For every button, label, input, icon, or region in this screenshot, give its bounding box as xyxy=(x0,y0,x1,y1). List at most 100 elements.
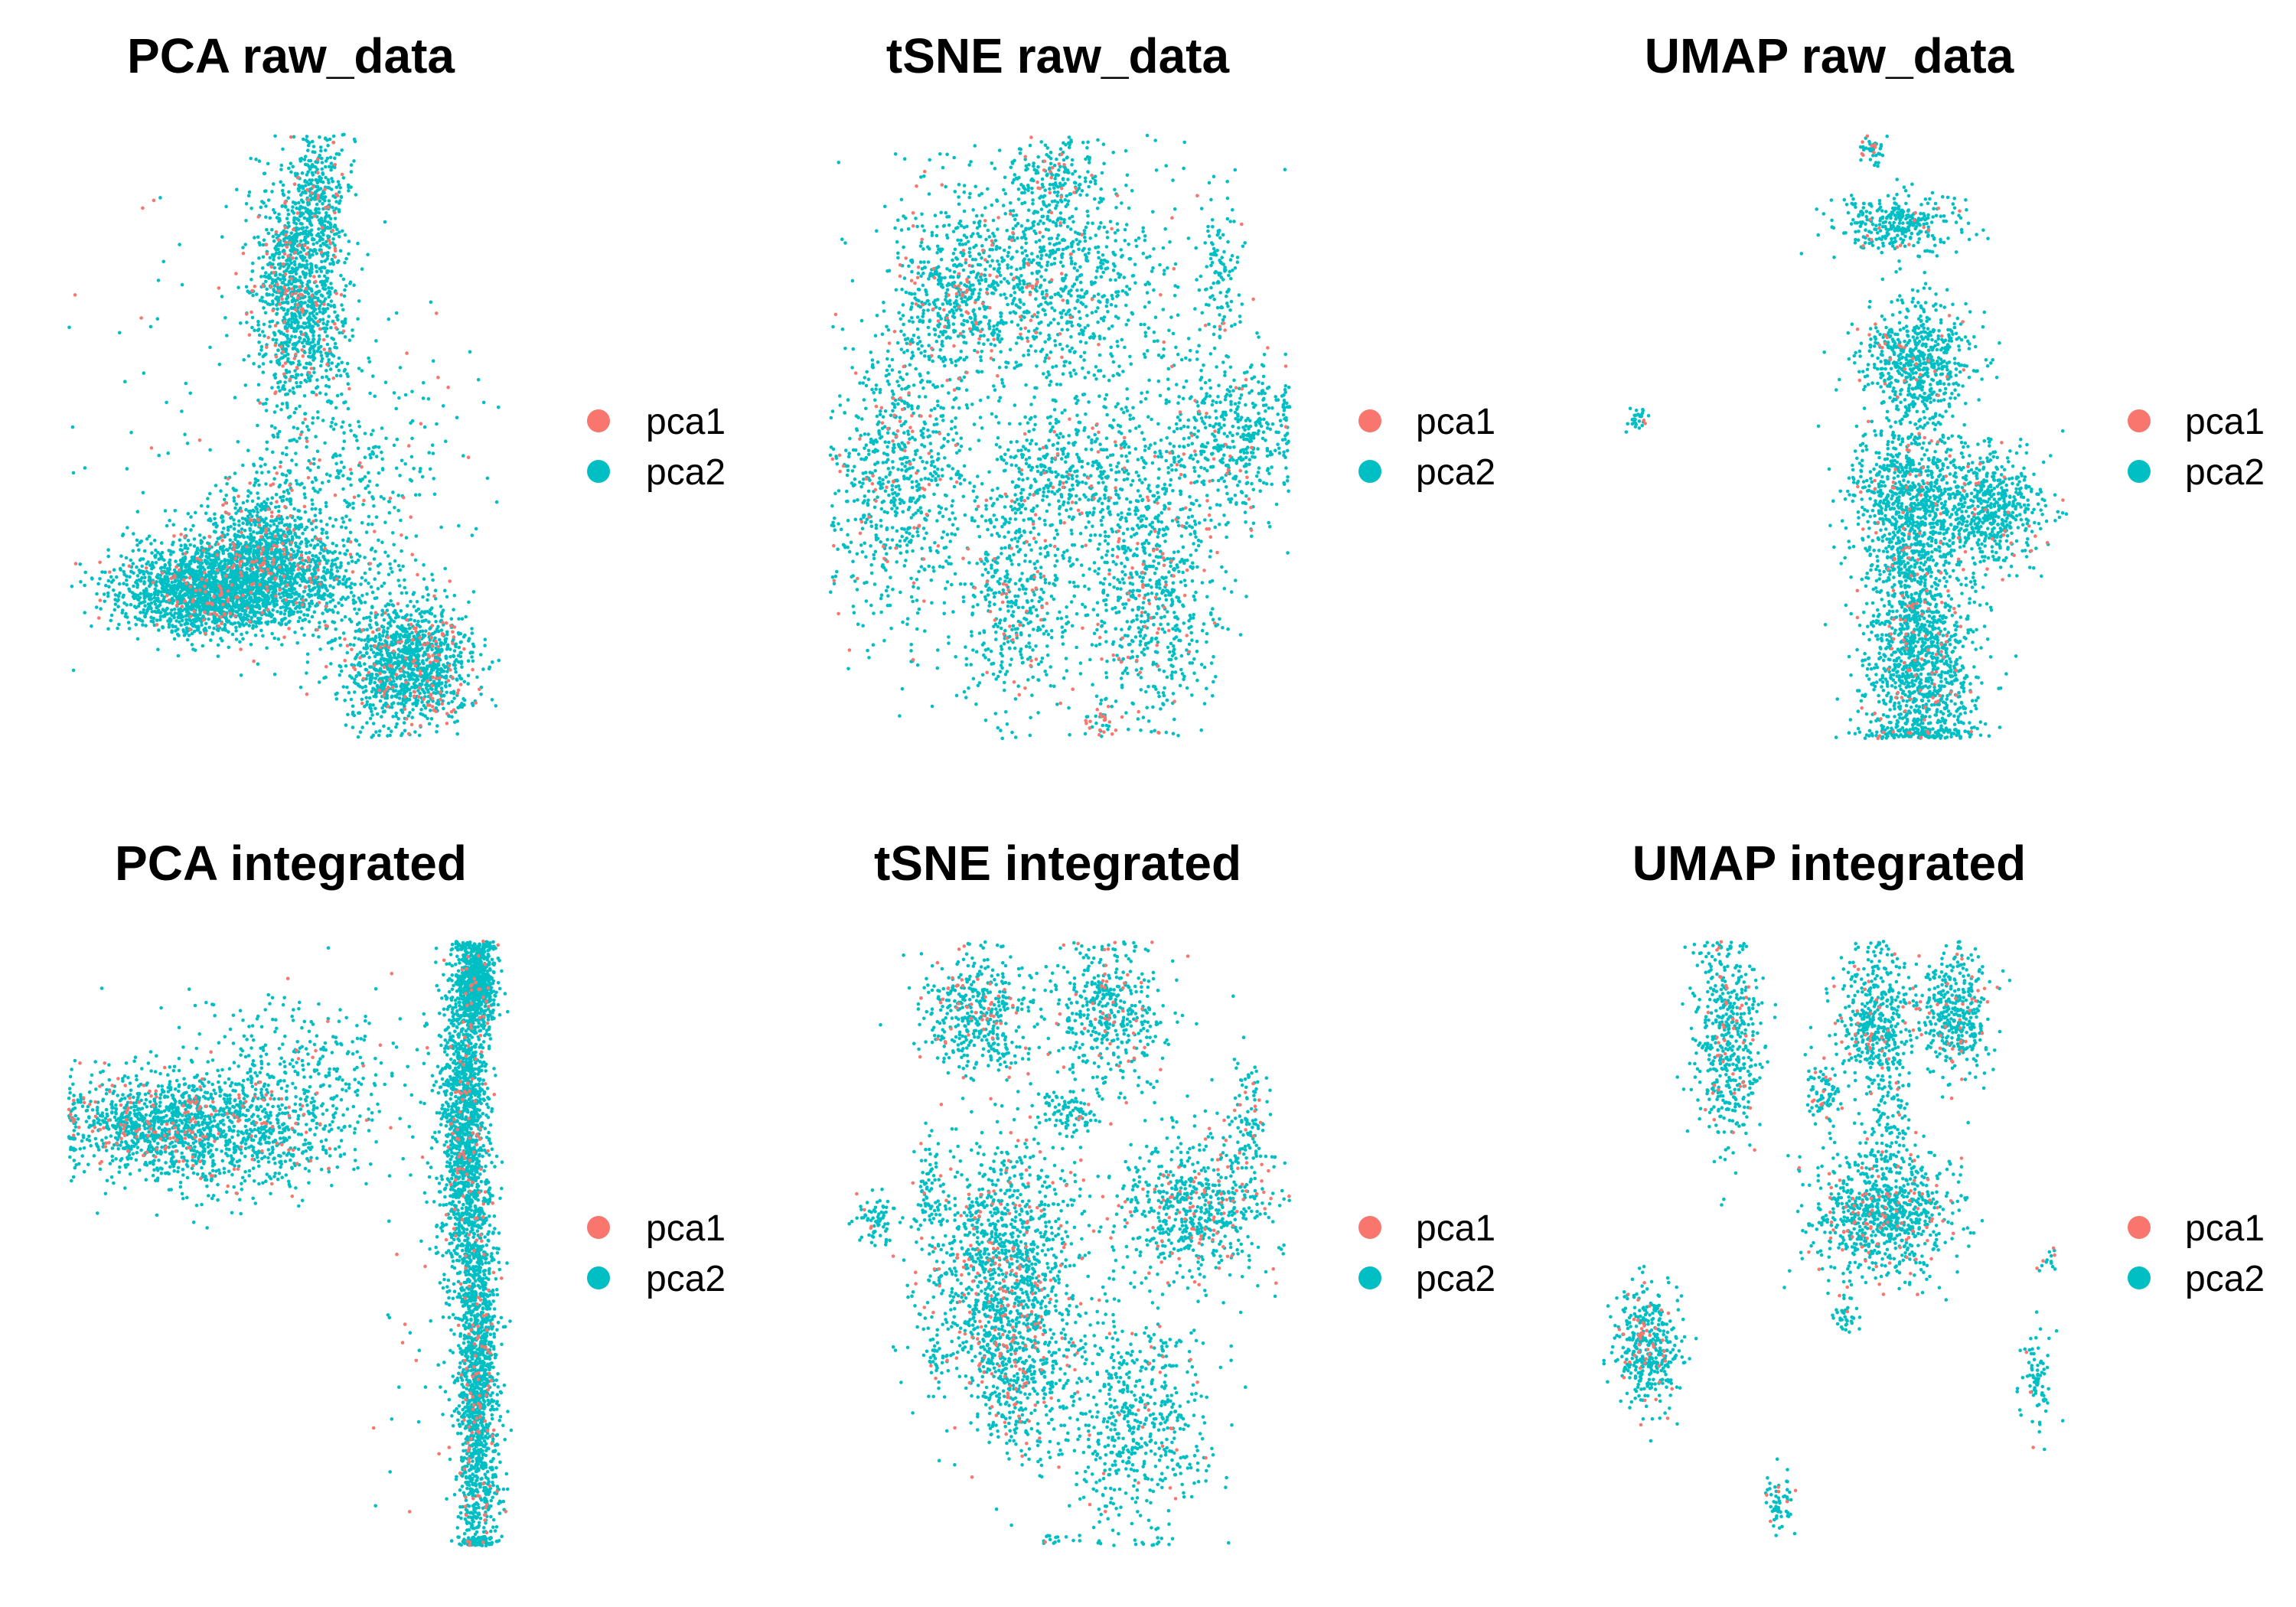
data-point-pca2 xyxy=(132,571,135,575)
data-point-pca2 xyxy=(255,292,259,296)
data-point-pca2 xyxy=(149,542,153,546)
data-point-pca2 xyxy=(273,134,277,139)
data-point-pca2 xyxy=(349,185,353,189)
data-point-pca2 xyxy=(479,693,483,696)
data-point-pca2 xyxy=(283,523,287,527)
data-point-pca2 xyxy=(378,729,382,733)
data-point-pca2 xyxy=(165,607,169,611)
data-point-pca2 xyxy=(310,614,315,619)
data-point-pca2 xyxy=(155,610,159,614)
data-point-pca2 xyxy=(279,460,283,464)
data-point-pca2 xyxy=(209,638,213,642)
data-point-pca2 xyxy=(254,592,259,595)
data-point-pca2 xyxy=(264,352,268,357)
data-point-pca2 xyxy=(298,239,303,243)
data-point-pca2 xyxy=(148,604,152,608)
data-point-pca2 xyxy=(443,683,448,688)
data-point-pca2 xyxy=(315,284,319,288)
data-point-pca2 xyxy=(183,622,187,626)
data-point-pca2 xyxy=(274,492,279,497)
data-point-pca2 xyxy=(304,184,308,187)
data-point-pca2 xyxy=(311,358,315,362)
data-point-pca2 xyxy=(284,347,289,351)
data-point-pca2 xyxy=(289,170,293,174)
data-point-pca2 xyxy=(405,651,409,656)
data-point-pca2 xyxy=(149,601,154,605)
data-point-pca2 xyxy=(273,505,278,510)
data-point-pca2 xyxy=(360,575,364,580)
data-point-pca2 xyxy=(258,541,263,545)
data-point-pca2 xyxy=(238,612,243,617)
data-point-pca2 xyxy=(109,618,113,623)
data-point-pca2 xyxy=(183,592,188,596)
data-point-pca2 xyxy=(288,270,292,275)
data-point-pca2 xyxy=(289,608,293,613)
data-point-pca2 xyxy=(302,492,307,496)
data-point-pca2 xyxy=(158,577,162,581)
data-point-pca2 xyxy=(156,605,161,608)
data-point-pca2 xyxy=(115,575,119,579)
data-point-pca2 xyxy=(299,288,303,292)
data-point-pca2 xyxy=(272,210,277,215)
data-point-pca2 xyxy=(318,178,322,183)
data-point-pca2 xyxy=(331,262,336,266)
data-point-pca2 xyxy=(245,562,249,566)
data-point-pca2 xyxy=(247,190,252,194)
data-point-pca2 xyxy=(304,366,308,370)
data-point-pca2 xyxy=(230,632,235,637)
data-point-pca2 xyxy=(349,591,354,595)
data-point-pca2 xyxy=(440,648,444,652)
data-point-pca2 xyxy=(139,539,143,543)
data-point-pca2 xyxy=(263,500,266,504)
data-point-pca2 xyxy=(276,524,279,529)
data-point-pca2 xyxy=(428,627,432,631)
data-point-pca2 xyxy=(180,558,184,562)
data-point-pca2 xyxy=(410,715,414,719)
data-point-pca2 xyxy=(383,639,387,643)
data-point-pca2 xyxy=(351,704,355,709)
data-point-pca2 xyxy=(280,243,285,248)
data-point-pca2 xyxy=(338,199,342,203)
data-point-pca2 xyxy=(176,627,180,631)
data-point-pca2 xyxy=(282,332,286,337)
data-point-pca2 xyxy=(333,562,338,566)
data-point-pca2 xyxy=(325,270,329,275)
data-point-pca2 xyxy=(252,605,256,608)
data-point-pca2 xyxy=(455,678,459,682)
data-point-pca2 xyxy=(266,536,269,539)
data-point-pca2 xyxy=(279,595,283,600)
data-point-pca2 xyxy=(347,189,351,193)
data-point-pca2 xyxy=(308,543,313,547)
data-point-pca2 xyxy=(210,567,214,572)
data-point-pca2 xyxy=(399,691,403,696)
data-point-pca2 xyxy=(390,603,394,607)
data-point-pca2 xyxy=(255,513,259,518)
data-point-pca2 xyxy=(312,569,317,573)
data-point-pca2 xyxy=(252,530,256,534)
data-point-pca2 xyxy=(314,435,318,438)
data-point-pca2 xyxy=(452,654,456,659)
data-point-pca2 xyxy=(374,730,378,734)
data-point-pca2 xyxy=(310,178,315,182)
data-point-pca2 xyxy=(216,599,220,604)
data-point-pca2 xyxy=(217,618,222,622)
data-point-pca2 xyxy=(79,580,83,584)
data-point-pca2 xyxy=(310,507,315,511)
data-point-pca2 xyxy=(309,233,314,237)
data-point-pca2 xyxy=(302,158,307,161)
data-point-pca2 xyxy=(471,650,475,654)
data-point-pca2 xyxy=(328,186,331,190)
data-point-pca2 xyxy=(179,543,183,548)
data-point-pca2 xyxy=(330,647,334,650)
data-point-pca2 xyxy=(140,564,144,569)
data-point-pca2 xyxy=(453,663,457,667)
data-point-pca2 xyxy=(360,267,364,271)
data-point-pca2 xyxy=(392,679,396,683)
data-point-pca2 xyxy=(335,393,340,398)
data-point-pca2 xyxy=(142,588,146,593)
data-point-pca2 xyxy=(318,625,321,629)
data-point-pca2 xyxy=(279,495,282,500)
data-point-pca2 xyxy=(249,643,253,647)
data-point-pca2 xyxy=(317,210,321,215)
data-point-pca2 xyxy=(174,595,178,599)
